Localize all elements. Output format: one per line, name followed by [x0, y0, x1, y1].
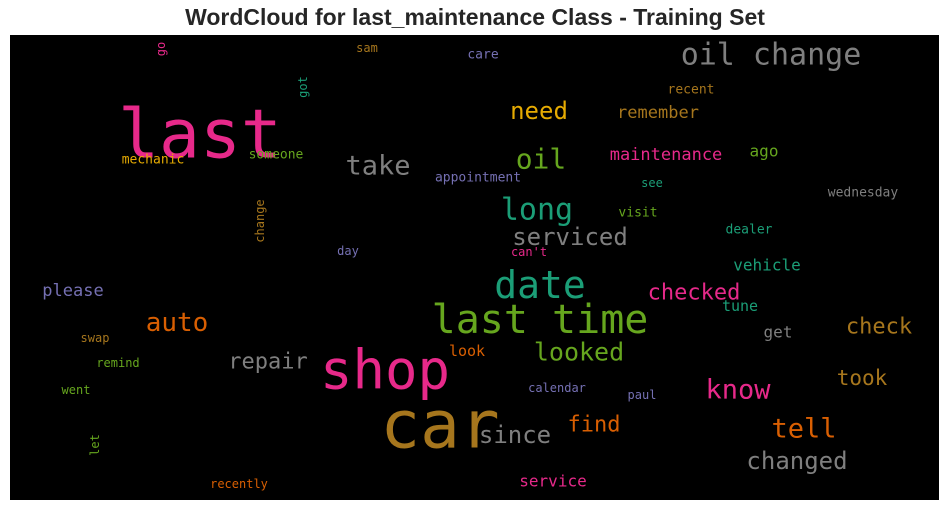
word-last-time: last time	[432, 297, 649, 343]
word-get: get	[764, 323, 793, 342]
word-service: service	[519, 472, 586, 491]
word-change: change	[253, 199, 267, 242]
word-looked: looked	[534, 338, 624, 367]
word-paul: paul	[628, 388, 657, 402]
word-mechanic: mechanic	[122, 153, 185, 168]
word-shop: shop	[320, 339, 450, 402]
word-please: please	[42, 281, 103, 301]
word-care: care	[467, 48, 498, 63]
word-serviced: serviced	[512, 223, 628, 251]
word-ago: ago	[750, 142, 779, 161]
word-recently: recently	[210, 477, 268, 491]
word-take: take	[345, 151, 410, 182]
word-car: car	[380, 387, 499, 464]
word-long: long	[501, 193, 573, 228]
word-oil: oil	[516, 143, 567, 176]
word-tell: tell	[771, 414, 836, 445]
word-recent: recent	[668, 83, 715, 98]
word-changed: changed	[746, 447, 847, 475]
word-day: day	[337, 244, 359, 258]
word-auto: auto	[146, 308, 209, 338]
word-sam: sam	[356, 41, 378, 55]
word-tune: tune	[722, 297, 758, 315]
word-since: since	[479, 421, 551, 449]
word-vehicle: vehicle	[733, 256, 800, 275]
wordcloud-canvas: last car shop last time date oil change take oi…	[10, 35, 939, 500]
word-went: went	[62, 383, 91, 397]
word-date: date	[494, 263, 586, 307]
word-took: took	[837, 366, 888, 390]
word-remember: remember	[617, 103, 699, 123]
word-check: check	[846, 315, 912, 340]
word-remind: remind	[96, 356, 139, 370]
word-checked: checked	[648, 281, 741, 306]
word-dealer: dealer	[726, 223, 773, 238]
word-got: got	[296, 76, 310, 98]
word-can-t: can't	[511, 245, 547, 259]
word-maintenance: maintenance	[610, 145, 723, 165]
word-see: see	[641, 176, 663, 190]
chart-title: WordCloud for last_maintenance Class - T…	[185, 4, 765, 30]
word-appointment: appointment	[435, 171, 521, 186]
word-know: know	[705, 375, 771, 406]
word-last: last	[118, 96, 282, 175]
word-someone: someone	[249, 148, 304, 163]
word-let: let	[88, 434, 102, 456]
word-go: go	[154, 42, 168, 56]
word-calendar: calendar	[528, 381, 586, 395]
word-look: look	[449, 342, 485, 360]
word-swap: swap	[81, 331, 110, 345]
word-need: need	[510, 97, 568, 125]
word-oil-change: oil change	[681, 38, 862, 73]
word-visit: visit	[618, 206, 657, 221]
word-repair: repair	[228, 350, 307, 375]
word-wednesday: wednesday	[828, 186, 899, 201]
word-find: find	[568, 413, 621, 438]
